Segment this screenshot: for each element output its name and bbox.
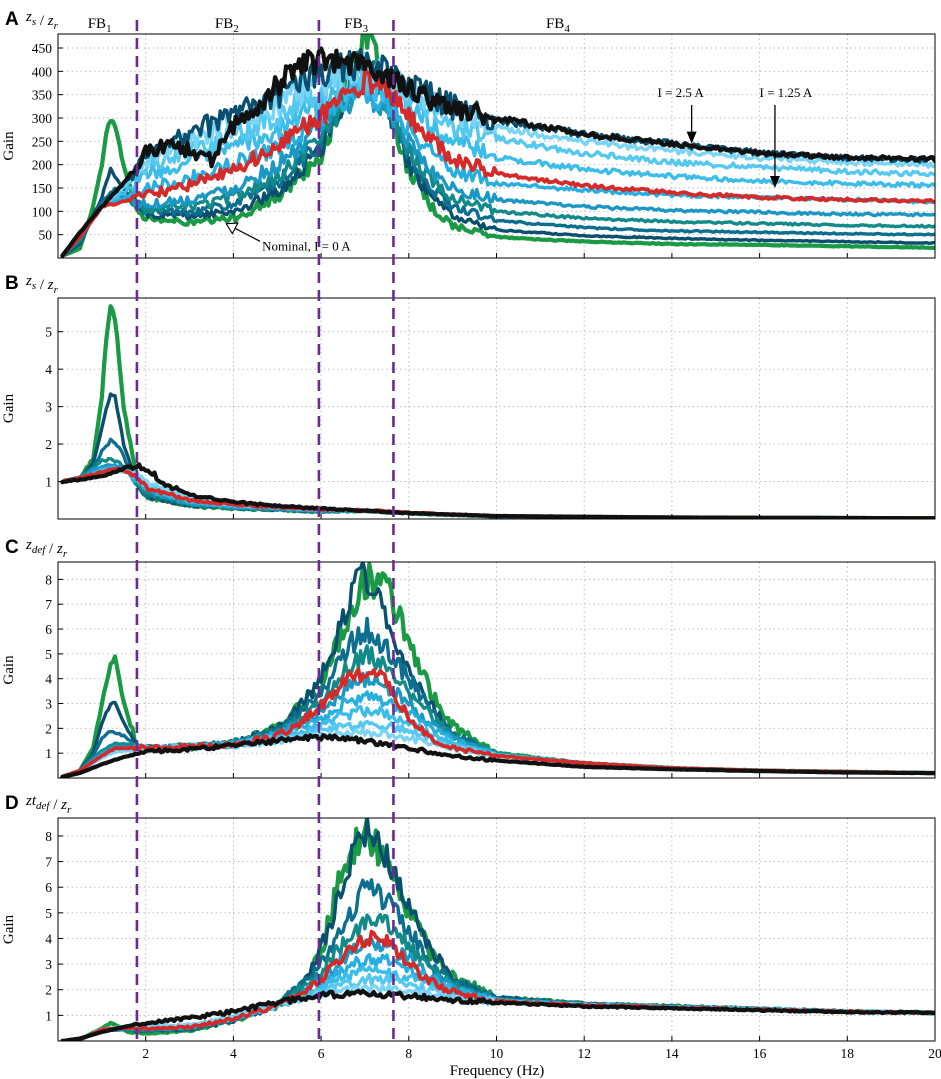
- series-line-max: [60, 462, 935, 519]
- y-tick-label: 5: [45, 906, 52, 921]
- y-tick-label: 100: [32, 204, 53, 219]
- series-line-nominal: [60, 818, 935, 1041]
- series-line-mid: [60, 68, 935, 258]
- y-tick-label: 4: [45, 931, 52, 946]
- grid: [58, 298, 935, 519]
- y-tick-label: 3: [45, 400, 52, 415]
- y-tick-label: 400: [32, 64, 53, 79]
- panel-title: zs / zr: [25, 9, 59, 32]
- x-axis-label: Frequency (Hz): [450, 1063, 545, 1079]
- annotation-label: I = 2.5 A: [657, 85, 704, 100]
- series-line-max: [60, 46, 935, 258]
- panel-title: zs / zr: [25, 273, 59, 296]
- y-tick-label: 8: [45, 829, 52, 844]
- annotation-arrowhead: [686, 131, 697, 144]
- y-tick-label: 200: [32, 158, 53, 173]
- y-tick-label: 4: [45, 362, 52, 377]
- series-line-family: [60, 58, 935, 258]
- series-line-family: [60, 690, 935, 778]
- series-line-family: [60, 463, 935, 519]
- panel-title: ztdef / zr: [25, 793, 72, 816]
- series-line-family: [60, 51, 935, 258]
- y-tick-label: 5: [45, 325, 52, 340]
- series-line-nominal: [60, 304, 935, 519]
- annotations-layer: Nominal, I = 0 A I = 2.5 A I = 1.25 A: [225, 85, 813, 253]
- series-line-max: [60, 732, 935, 778]
- y-tick-label: 6: [45, 880, 52, 895]
- y-tick-label: 2: [45, 983, 52, 998]
- panel-a: 50 100 150 200 250 300 350 400 450 Gain A zs / zr FB…: [1, 9, 936, 259]
- panel-letter: C: [5, 537, 19, 558]
- y-tick-label: 1: [45, 1008, 52, 1023]
- y-tick-label: 7: [45, 597, 52, 612]
- y-tick-label: 50: [39, 228, 53, 243]
- y-tick-label: 150: [32, 181, 53, 196]
- y-axis-label: Gain: [1, 131, 17, 161]
- y-tick-label: 6: [45, 622, 52, 637]
- panel-letter: B: [5, 273, 19, 294]
- x-tick-label: 10: [490, 1046, 504, 1061]
- series-group: [60, 304, 935, 519]
- series-line-mid: [60, 929, 935, 1041]
- y-tick-label: 3: [45, 957, 52, 972]
- series-group: [60, 562, 935, 778]
- annotation-label: I = 1.25 A: [759, 85, 812, 100]
- x-tick-label: 8: [405, 1046, 412, 1061]
- series-line-max: [60, 988, 935, 1041]
- x-tick-label: 4: [230, 1046, 237, 1061]
- series-line-family: [60, 704, 935, 778]
- x-tick-label: 6: [318, 1046, 325, 1061]
- y-axis-label: Gain: [1, 914, 17, 944]
- panel-letter: A: [5, 9, 19, 30]
- series-group: [60, 818, 935, 1041]
- panel-title: zdef / zr: [25, 537, 68, 560]
- band-label: FB4: [546, 16, 570, 35]
- band-label: FB1: [88, 16, 112, 35]
- panel-b: 1 2 3 4 5 Gain B zs / zr: [1, 273, 936, 520]
- y-tick-label: 250: [32, 134, 53, 149]
- x-tick-label: 14: [665, 1046, 679, 1061]
- y-tick-label: 2: [45, 721, 52, 736]
- series-line-family: [60, 465, 935, 519]
- y-tick-label: 8: [45, 572, 52, 587]
- y-axis-label: Gain: [1, 393, 17, 423]
- plot-frame: [57, 297, 936, 520]
- y-tick-label: 3: [45, 697, 52, 712]
- annotation-label: Nominal, I = 0 A: [262, 238, 351, 253]
- annotation-arrowhead: [225, 222, 239, 235]
- series-line-family: [60, 457, 935, 519]
- series-line-family: [60, 75, 935, 258]
- y-tick-label: 2: [45, 437, 52, 452]
- annotation-arrowhead: [769, 176, 780, 188]
- band-label: FB3: [344, 16, 368, 35]
- y-tick-label: 1: [45, 746, 52, 761]
- y-tick-label: 5: [45, 647, 52, 662]
- series-line-family: [60, 65, 935, 258]
- x-tick-label: 2: [142, 1046, 149, 1061]
- x-tick-label: 16: [753, 1046, 767, 1061]
- series-line-family: [60, 64, 935, 258]
- y-tick-label: 350: [32, 88, 53, 103]
- series-line-family: [60, 47, 935, 258]
- y-tick-label: 4: [45, 672, 52, 687]
- series-group: [60, 34, 935, 258]
- band-label: FB2: [215, 16, 239, 35]
- x-tick-label: 20: [928, 1046, 941, 1061]
- y-tick-label: 7: [45, 855, 52, 870]
- x-tick-label: 12: [577, 1046, 591, 1061]
- x-tick-label: 18: [841, 1046, 855, 1061]
- panel-c: 1 2 3 4 5 6 7 8 Gain C zdef / zr: [1, 537, 936, 779]
- panel-letter: D: [5, 793, 19, 814]
- y-axis-label: Gain: [1, 655, 17, 685]
- y-tick-label: 1: [45, 475, 52, 490]
- y-tick-label: 450: [32, 41, 53, 56]
- panels-layer: 50 100 150 200 250 300 350 400 450 Gain A zs / zr FB…: [1, 9, 941, 1061]
- series-line-nominal: [60, 34, 935, 258]
- frequency-band-lines: [135, 20, 395, 1041]
- y-tick-label: 300: [32, 111, 53, 126]
